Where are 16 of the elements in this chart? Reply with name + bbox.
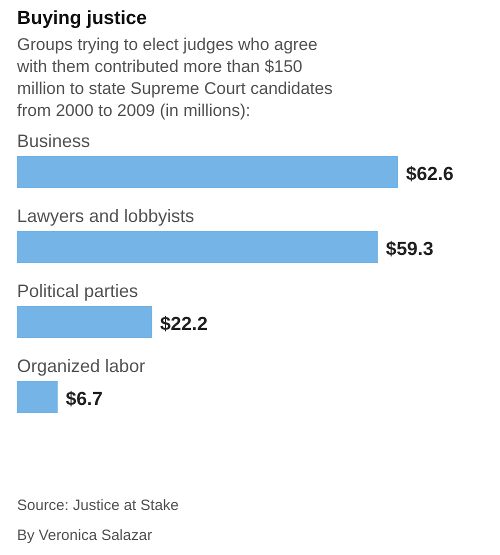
text: By Veronica Salazar bbox=[17, 527, 152, 544]
chart-subtitle: Groups trying to elect judges who agree with them contributed more than $150 million to state Supreme Court candidates from 2000 to 2009 (in millions): bbox=[16, 35, 333, 120]
chart-title: Buying justice bbox=[17, 8, 147, 29]
data-label: $22.2 bbox=[160, 314, 208, 335]
bar bbox=[17, 156, 398, 188]
y-tick-label: Business bbox=[17, 131, 90, 151]
data-label: $6.7 bbox=[66, 389, 103, 410]
bar bbox=[17, 231, 378, 263]
bar bbox=[17, 381, 58, 413]
y-tick-label: Lawyers and lobbyists bbox=[17, 206, 194, 226]
y-tick-label: Political parties bbox=[17, 281, 138, 301]
y-tick-label: Organized labor bbox=[17, 356, 146, 376]
data-label: $62.6 bbox=[406, 164, 454, 185]
bar bbox=[17, 306, 152, 338]
data-label: $59.3 bbox=[386, 239, 434, 260]
source-note: Source: Justice at Stake bbox=[17, 497, 179, 514]
